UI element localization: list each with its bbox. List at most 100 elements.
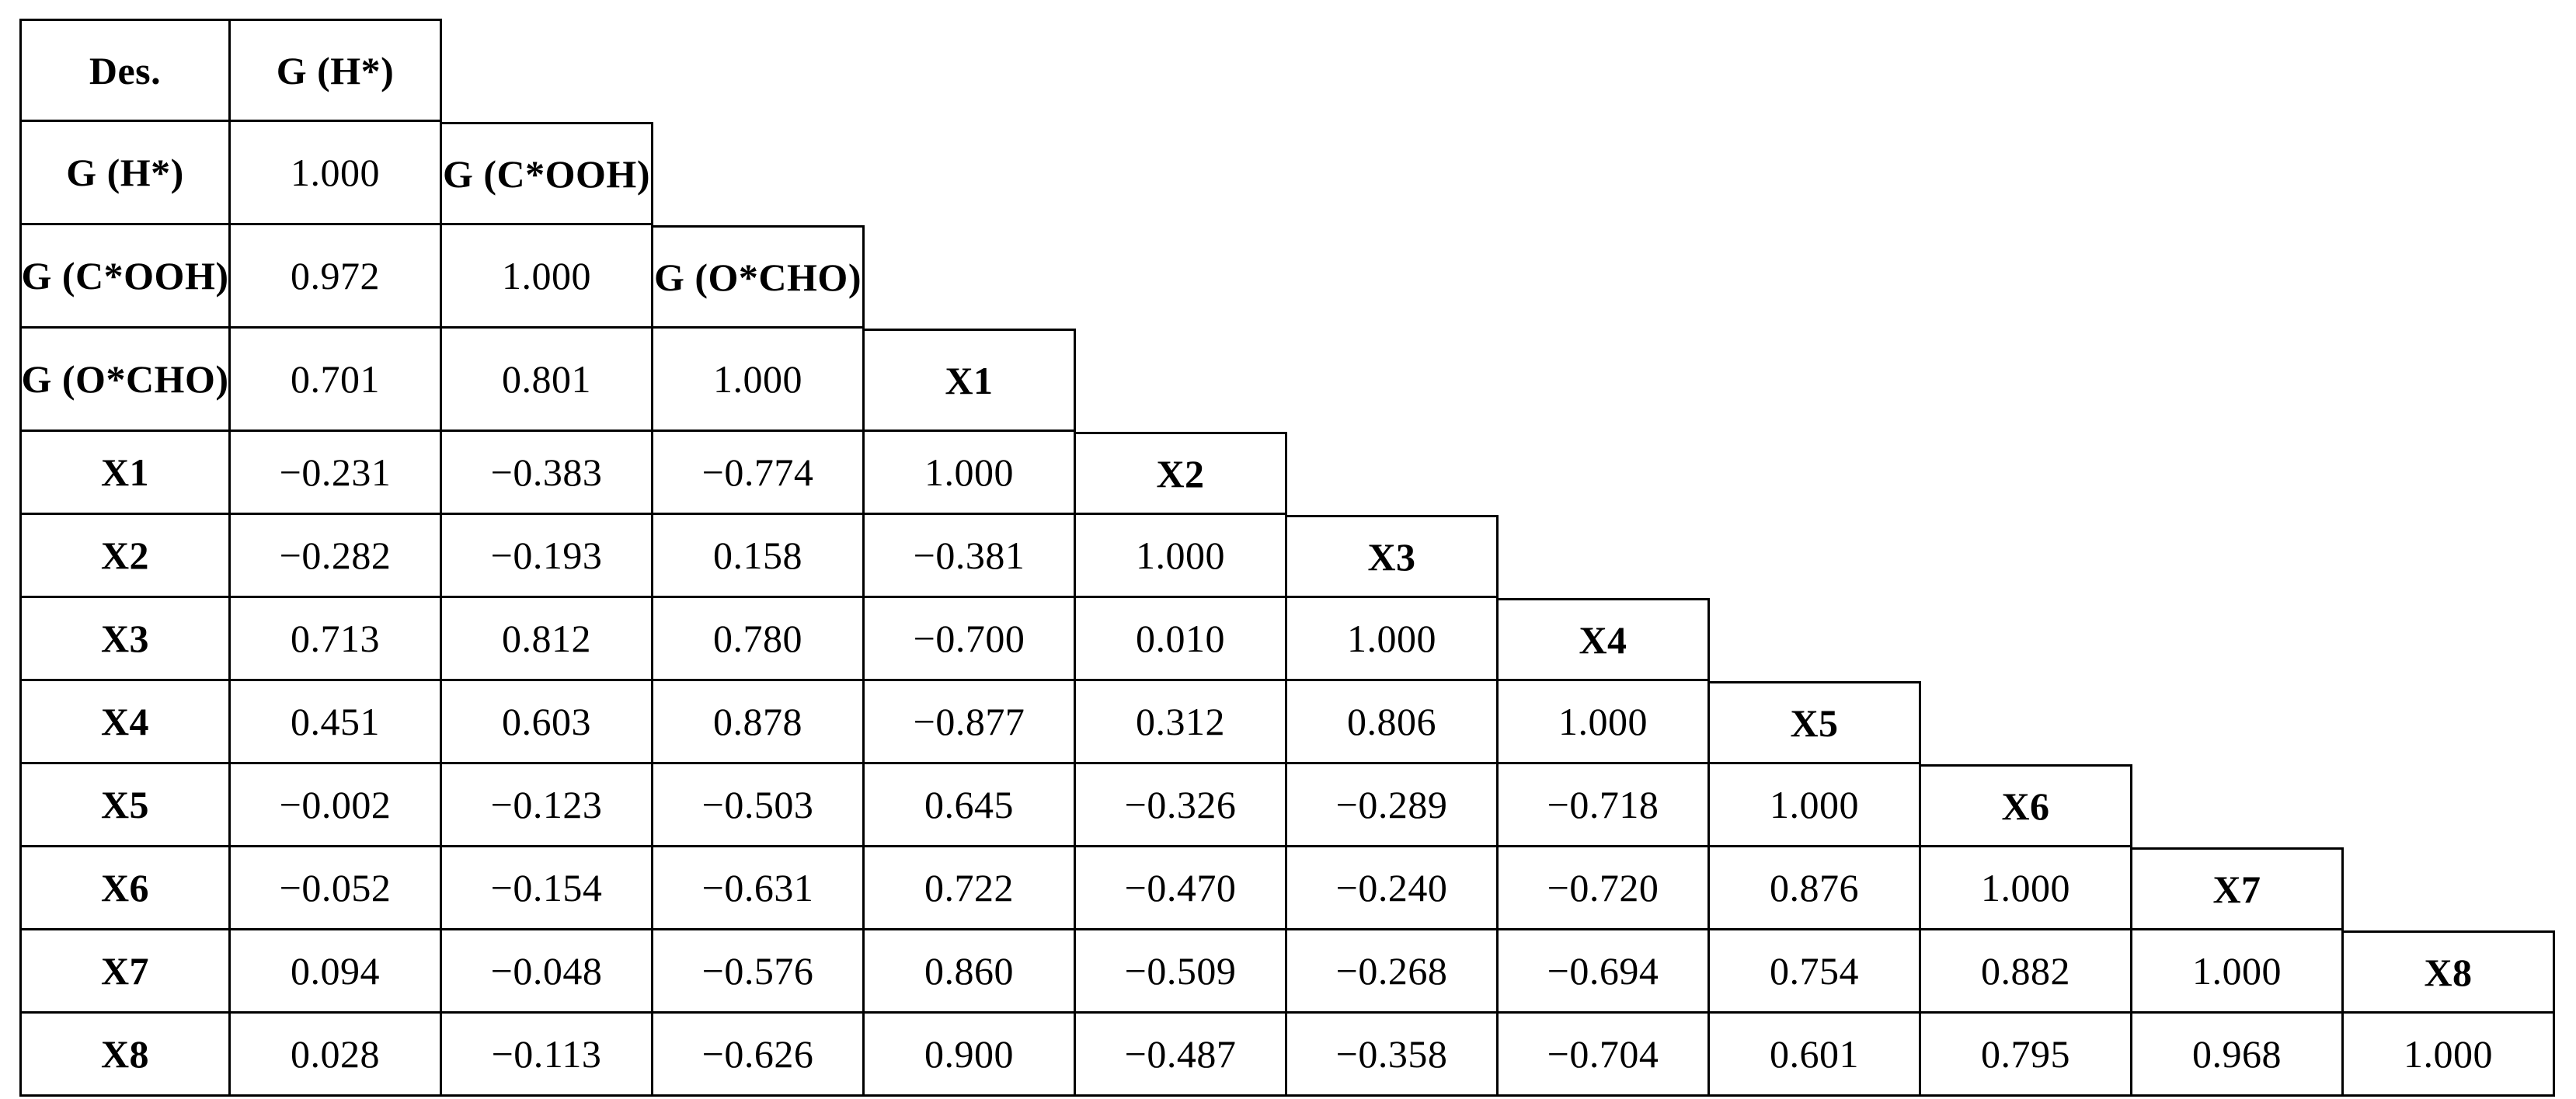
value-cell: −0.576 (653, 930, 865, 1014)
value-cell: −0.326 (1076, 764, 1287, 847)
value-cell: 1.000 (1287, 598, 1499, 681)
row-label-cell: G (C*OOH) (19, 225, 231, 329)
value-cell: 0.882 (1921, 930, 2132, 1014)
value-cell: 0.754 (1710, 930, 1921, 1014)
diagonal-header-cell: X7 (2132, 847, 2344, 930)
value-cell: −0.289 (1287, 764, 1499, 847)
row-label-cell: X8 (19, 1014, 231, 1097)
value-cell: 1.000 (1921, 847, 2132, 930)
value-cell: 0.601 (1710, 1014, 1921, 1097)
value-cell: −0.700 (865, 598, 1076, 681)
correlation-table: Des. G (H*) G (H*) 1.000 G (C*OOH) G (C*OOH) 0… (19, 19, 2555, 1097)
row-label-cell: X5 (19, 764, 231, 847)
table-row: X6 −0.052 −0.154 −0.631 0.722 −0.470 −0.240 −0.… (19, 847, 2555, 930)
value-cell: −0.704 (1499, 1014, 1710, 1097)
table-row: X7 0.094 −0.048 −0.576 0.860 −0.509 −0.268 −0.6… (19, 930, 2555, 1014)
row-label-cell: X2 (19, 515, 231, 598)
table-row: X4 0.451 0.603 0.878 −0.877 0.312 0.806 1.000 X5 (19, 681, 2555, 764)
row-label-cell: X7 (19, 930, 231, 1014)
value-cell: 0.876 (1710, 847, 1921, 930)
value-cell: 0.795 (1921, 1014, 2132, 1097)
table-row: G (C*OOH) 0.972 1.000 G (O*CHO) (19, 225, 2555, 329)
table-row: G (O*CHO) 0.701 0.801 1.000 X1 (19, 329, 2555, 432)
value-cell: 1.000 (1076, 515, 1287, 598)
row-label-cell: X1 (19, 432, 231, 515)
table-row: G (H*) 1.000 G (C*OOH) (19, 122, 2555, 225)
value-cell: −0.487 (1076, 1014, 1287, 1097)
value-cell: 1.000 (653, 329, 865, 432)
value-cell: −0.383 (442, 432, 653, 515)
corner-label-cell: Des. (19, 19, 231, 122)
value-cell: 1.000 (1499, 681, 1710, 764)
value-cell: 1.000 (2132, 930, 2344, 1014)
diagonal-header-cell: G (C*OOH) (442, 122, 653, 225)
value-cell: 0.860 (865, 930, 1076, 1014)
value-cell: −0.877 (865, 681, 1076, 764)
table-row: X8 0.028 −0.113 −0.626 0.900 −0.487 −0.358 −0.7… (19, 1014, 2555, 1097)
value-cell: 0.722 (865, 847, 1076, 930)
value-cell: −0.358 (1287, 1014, 1499, 1097)
value-cell: −0.113 (442, 1014, 653, 1097)
value-cell: 1.000 (1710, 764, 1921, 847)
value-cell: −0.240 (1287, 847, 1499, 930)
value-cell: 0.028 (231, 1014, 442, 1097)
value-cell: 0.603 (442, 681, 653, 764)
value-cell: 1.000 (865, 432, 1076, 515)
diagonal-header-cell: X1 (865, 329, 1076, 432)
value-cell: 0.645 (865, 764, 1076, 847)
value-cell: −0.052 (231, 847, 442, 930)
diagonal-header-cell: X8 (2344, 930, 2555, 1014)
diagonal-header-cell: G (H*) (231, 19, 442, 122)
value-cell: 0.780 (653, 598, 865, 681)
value-cell: −0.282 (231, 515, 442, 598)
value-cell: −0.002 (231, 764, 442, 847)
value-cell: 0.812 (442, 598, 653, 681)
value-cell: −0.718 (1499, 764, 1710, 847)
row-label-cell: G (O*CHO) (19, 329, 231, 432)
row-label-cell: G (H*) (19, 122, 231, 225)
value-cell: −0.123 (442, 764, 653, 847)
table-row: X3 0.713 0.812 0.780 −0.700 0.010 1.000 X4 (19, 598, 2555, 681)
value-cell: −0.231 (231, 432, 442, 515)
row-label-cell: X6 (19, 847, 231, 930)
diagonal-header-cell: X4 (1499, 598, 1710, 681)
value-cell: 0.878 (653, 681, 865, 764)
value-cell: 0.801 (442, 329, 653, 432)
value-cell: 0.900 (865, 1014, 1076, 1097)
row-label-cell: X3 (19, 598, 231, 681)
diagonal-header-cell: X3 (1287, 515, 1499, 598)
value-cell: 0.701 (231, 329, 442, 432)
value-cell: −0.470 (1076, 847, 1287, 930)
value-cell: 0.158 (653, 515, 865, 598)
value-cell: 0.972 (231, 225, 442, 329)
value-cell: 0.451 (231, 681, 442, 764)
value-cell: 0.312 (1076, 681, 1287, 764)
table-row: X2 −0.282 −0.193 0.158 −0.381 1.000 X3 (19, 515, 2555, 598)
value-cell: 0.010 (1076, 598, 1287, 681)
value-cell: −0.631 (653, 847, 865, 930)
value-cell: −0.694 (1499, 930, 1710, 1014)
value-cell: −0.503 (653, 764, 865, 847)
table-row: X5 −0.002 −0.123 −0.503 0.645 −0.326 −0.289 −0.… (19, 764, 2555, 847)
value-cell: −0.193 (442, 515, 653, 598)
value-cell: 1.000 (2344, 1014, 2555, 1097)
diagonal-header-cell: X5 (1710, 681, 1921, 764)
diagonal-header-cell: G (O*CHO) (653, 225, 865, 329)
value-cell: −0.774 (653, 432, 865, 515)
value-cell: 0.968 (2132, 1014, 2344, 1097)
value-cell: 0.094 (231, 930, 442, 1014)
value-cell: 1.000 (442, 225, 653, 329)
table-row: X1 −0.231 −0.383 −0.774 1.000 X2 (19, 432, 2555, 515)
diagonal-header-cell: X6 (1921, 764, 2132, 847)
value-cell: 1.000 (231, 122, 442, 225)
value-cell: −0.048 (442, 930, 653, 1014)
value-cell: 0.806 (1287, 681, 1499, 764)
value-cell: −0.720 (1499, 847, 1710, 930)
diagonal-header-cell: X2 (1076, 432, 1287, 515)
value-cell: −0.381 (865, 515, 1076, 598)
value-cell: 0.713 (231, 598, 442, 681)
value-cell: −0.509 (1076, 930, 1287, 1014)
value-cell: −0.154 (442, 847, 653, 930)
table-row: Des. G (H*) (19, 19, 2555, 122)
row-label-cell: X4 (19, 681, 231, 764)
